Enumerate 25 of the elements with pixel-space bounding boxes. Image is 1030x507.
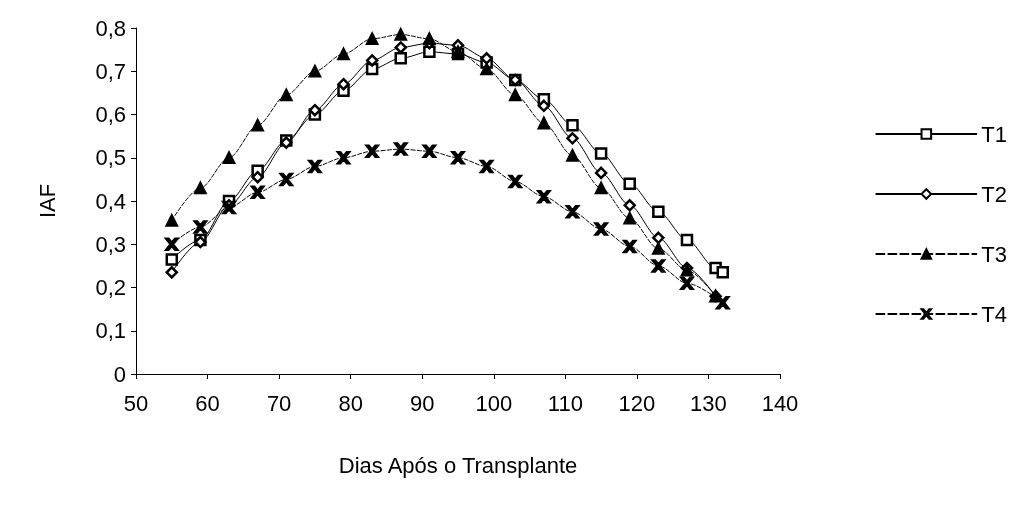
legend-label: T3 xyxy=(981,241,1008,267)
x-axis-title: Dias Após o Transplante xyxy=(338,452,578,478)
y-tick-label: 0,5 xyxy=(95,145,126,171)
x-tick-label: 70 xyxy=(266,390,292,416)
y-axis-title: IAF xyxy=(34,183,60,219)
y-tick-label: 0,1 xyxy=(95,318,126,344)
y-tick-label: 0,7 xyxy=(95,58,126,84)
y-tick-label: 0 xyxy=(113,361,126,387)
y-tick-label: 0,2 xyxy=(95,275,126,300)
y-tick-label: 0,4 xyxy=(95,188,126,214)
y-tick-label: 0,8 xyxy=(95,15,126,41)
x-tick-label: 60 xyxy=(195,390,220,416)
x-tick-label: 130 xyxy=(690,390,727,416)
x-tick-label: 90 xyxy=(409,390,435,416)
x-tick-label: 50 xyxy=(123,390,149,416)
x-tick-label: 80 xyxy=(338,390,363,416)
y-tick-label: 0,6 xyxy=(95,102,126,127)
legend-label: T2 xyxy=(981,181,1008,207)
x-tick-label: 110 xyxy=(547,390,583,416)
x-tick-label: 120 xyxy=(618,390,656,416)
legend-label: T4 xyxy=(981,301,1008,327)
y-tick-label: 0,3 xyxy=(95,231,126,257)
x-tick-label: 100 xyxy=(475,390,513,416)
x-tick-label: 140 xyxy=(761,390,799,416)
legend-label: T1 xyxy=(981,121,1008,147)
